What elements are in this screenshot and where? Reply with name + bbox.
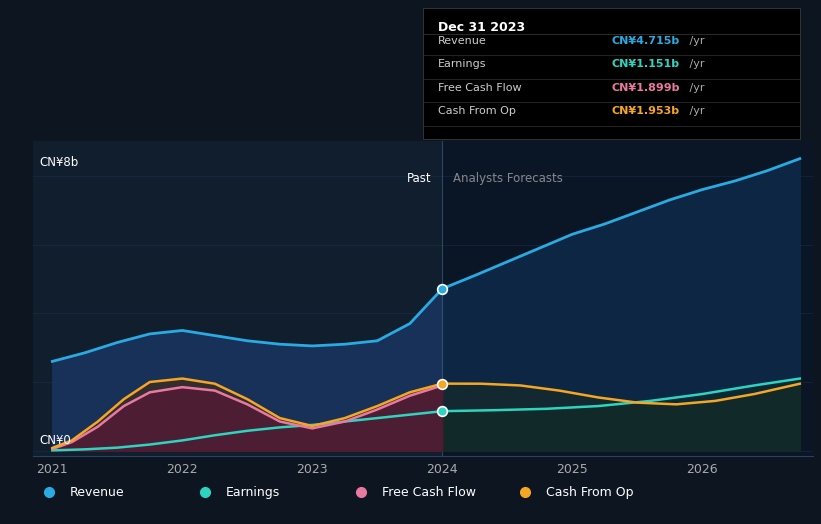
Text: CN¥0: CN¥0 [39, 434, 71, 447]
Text: Revenue: Revenue [70, 486, 125, 499]
Text: Free Cash Flow: Free Cash Flow [382, 486, 475, 499]
Text: CN¥8b: CN¥8b [39, 156, 79, 169]
Text: Earnings: Earnings [226, 486, 280, 499]
Text: Dec 31 2023: Dec 31 2023 [438, 21, 525, 34]
Text: Analysts Forecasts: Analysts Forecasts [452, 172, 562, 185]
Text: Free Cash Flow: Free Cash Flow [438, 83, 521, 93]
Text: /yr: /yr [686, 83, 705, 93]
Text: Past: Past [407, 172, 432, 185]
Text: CN¥1.151b: CN¥1.151b [612, 59, 680, 69]
Bar [443, 141, 813, 456]
Text: /yr: /yr [686, 36, 705, 46]
Text: Cash From Op: Cash From Op [546, 486, 634, 499]
Text: Earnings: Earnings [438, 59, 486, 69]
Bar [33, 141, 443, 456]
Text: Cash From Op: Cash From Op [438, 106, 516, 116]
Text: /yr: /yr [686, 59, 705, 69]
Text: Revenue: Revenue [438, 36, 487, 46]
Text: /yr: /yr [686, 106, 705, 116]
Text: CN¥1.899b: CN¥1.899b [612, 83, 680, 93]
Text: CN¥1.953b: CN¥1.953b [612, 106, 680, 116]
Text: CN¥4.715b: CN¥4.715b [612, 36, 680, 46]
